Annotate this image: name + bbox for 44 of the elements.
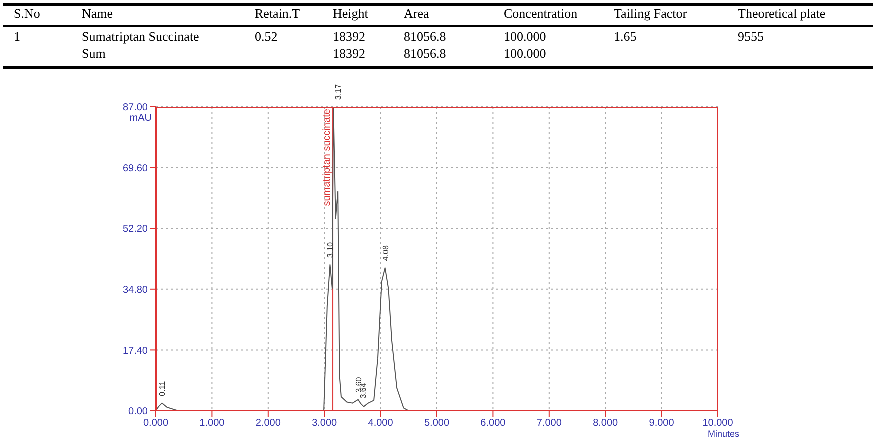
- y-tick-label: 34.80: [122, 284, 148, 296]
- x-tick-label: 10.000: [702, 418, 734, 430]
- x-axis-title: Minutes: [708, 429, 740, 439]
- text: Area: [404, 6, 430, 22]
- text: 0.52: [255, 29, 278, 45]
- text: 18392: [333, 29, 366, 45]
- text: 9555: [738, 29, 764, 45]
- y-tick-label: 87.00: [122, 102, 148, 114]
- annotation: 0.11: [158, 380, 168, 396]
- y-tick-label: 0.00: [128, 406, 148, 418]
- x-tick-label: 1.000: [200, 418, 226, 430]
- text: Concentration: [504, 6, 578, 22]
- text: Name: [82, 6, 114, 22]
- text: 100.000: [504, 29, 546, 45]
- x-tick-label: 2.000: [256, 418, 282, 430]
- text: Tailing Factor: [614, 6, 688, 22]
- text: Sum: [82, 46, 106, 62]
- x-tick-label: 3.000: [312, 418, 338, 430]
- annotation: 3.17: [334, 84, 344, 100]
- text: Height: [333, 6, 368, 22]
- x-tick-label: 9.000: [649, 418, 675, 430]
- annotation: 3.10: [326, 242, 336, 258]
- text: 81056.8: [404, 46, 446, 62]
- y-tick-label: 52.20: [122, 224, 148, 236]
- x-tick-label: 5.000: [424, 418, 450, 430]
- x-tick-label: 0.000: [143, 418, 169, 430]
- y-tick-label: 69.60: [122, 163, 148, 174]
- text: 81056.8: [404, 29, 446, 45]
- y-tick-label: 17.40: [122, 346, 148, 357]
- text: 18392: [333, 46, 366, 62]
- x-tick-label: 8.000: [593, 418, 619, 430]
- x-tick-label: 6.000: [480, 418, 506, 430]
- x-tick-label: 4.000: [368, 418, 394, 430]
- text: 100.000: [504, 46, 546, 62]
- y-axis-title: mAU: [128, 113, 152, 124]
- ref-line-label: sumatriptan succinate: [322, 108, 334, 206]
- text: Retain.T: [255, 6, 300, 22]
- annotation: 4.08: [381, 244, 390, 262]
- text: Sumatriptan Succinate: [82, 29, 200, 45]
- text: S.No: [14, 6, 40, 22]
- text: Theoretical plate: [738, 6, 826, 22]
- text: 1.65: [614, 29, 637, 45]
- x-tick-label: 7.000: [536, 418, 562, 430]
- text: 1: [14, 29, 20, 45]
